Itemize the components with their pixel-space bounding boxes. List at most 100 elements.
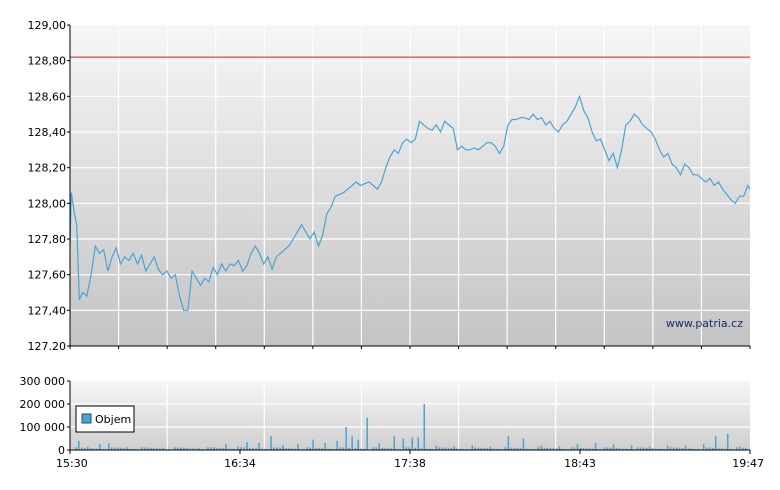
legend-box <box>75 405 135 433</box>
volume-legend: Objem <box>75 405 135 433</box>
volume-bar <box>390 448 392 450</box>
volume-bar <box>129 448 131 450</box>
volume-bar <box>480 447 483 450</box>
volume-bar <box>111 447 113 450</box>
volume-bar <box>282 445 284 450</box>
volume-bar <box>90 448 92 450</box>
volume-bar <box>543 447 546 450</box>
volume-bar <box>483 448 486 450</box>
volume-bar <box>237 446 239 450</box>
volume-bar <box>243 447 245 450</box>
volume-bar <box>156 448 158 450</box>
volume-bar <box>189 448 191 450</box>
volume-bar <box>735 447 738 450</box>
volume-axis: 300 000 200 000 100 000 015:30 16:34 17:38 18:… <box>20 375 765 470</box>
volume-bar <box>516 448 519 450</box>
volume-bar <box>117 447 119 450</box>
volume-bar <box>153 448 155 450</box>
volume-bar <box>705 447 708 450</box>
volume-bar <box>381 447 383 450</box>
x-tick-label: 15:30 <box>56 457 88 470</box>
volume-bar <box>252 448 254 450</box>
volume-bar <box>126 447 128 450</box>
volume-bar <box>339 447 341 450</box>
legend-swatch <box>81 413 92 424</box>
volume-bar <box>438 447 441 450</box>
volume-bar <box>618 448 621 450</box>
volume-bar <box>513 447 516 450</box>
volume-bar <box>525 448 528 450</box>
volume-bar <box>546 447 549 450</box>
price-y-tick-label: 128,80 <box>28 55 67 68</box>
volume-bar <box>723 448 726 450</box>
volume-bar <box>330 448 332 450</box>
volume-bar <box>186 448 188 450</box>
volume-bar <box>309 447 311 450</box>
volume-bar <box>183 447 185 450</box>
volume-bar <box>336 440 338 450</box>
volume-bar <box>621 448 624 450</box>
volume-y-tick-label: 200 000 <box>20 398 66 411</box>
volume-bar <box>456 448 459 450</box>
volume-bar <box>372 447 374 450</box>
volume-bar <box>720 448 723 450</box>
volume-bar <box>537 447 540 450</box>
volume-bar <box>225 444 227 450</box>
volume-grid <box>70 381 750 450</box>
volume-bar <box>570 447 573 450</box>
x-tick-label: 17:38 <box>394 457 426 470</box>
volume-bar <box>87 446 89 450</box>
volume-bar <box>120 448 122 450</box>
volume-bar <box>693 448 696 450</box>
volume-bar <box>573 447 576 450</box>
volume-bar <box>174 447 176 450</box>
volume-bar <box>291 448 293 450</box>
volume-bar <box>312 439 314 450</box>
volume-bar <box>75 447 77 450</box>
volume-bar <box>492 448 495 450</box>
price-grid <box>70 25 750 346</box>
volume-bar <box>675 447 678 450</box>
volume-bar <box>540 445 543 450</box>
price-y-tick-label: 127.20 <box>28 340 67 353</box>
volume-plot-background <box>70 381 750 450</box>
volume-bar <box>471 445 474 450</box>
volume-bar <box>447 447 450 450</box>
watermark: www.patria.cz <box>666 317 743 330</box>
volume-bar <box>636 447 639 450</box>
volume-bar <box>270 436 272 450</box>
volume-bar <box>264 448 266 450</box>
volume-y-tick-label: 100 000 <box>20 421 66 434</box>
volume-bar <box>609 447 612 450</box>
volume-bar <box>273 447 275 450</box>
volume-bar <box>285 448 287 450</box>
volume-bar <box>666 445 669 450</box>
volume-bar <box>165 448 167 450</box>
volume-bar <box>306 447 308 450</box>
volume-bar <box>258 443 260 450</box>
volume-bar <box>198 448 200 450</box>
volume-bar <box>561 448 564 450</box>
volume-bar <box>417 437 420 450</box>
volume-bar <box>594 443 597 450</box>
volume-bar <box>414 447 417 450</box>
volume-bar <box>678 447 681 450</box>
volume-bar <box>375 447 377 450</box>
volume-bar <box>261 448 263 450</box>
volume-bar <box>435 445 438 450</box>
volume-bar <box>351 436 353 450</box>
volume-bar <box>393 436 395 450</box>
volume-bar <box>255 448 257 450</box>
volume-bar <box>348 447 350 450</box>
volume-bar <box>366 417 368 450</box>
volume-bar <box>210 447 212 450</box>
x-tick-label: 19:47 <box>732 457 764 470</box>
volume-bar <box>141 447 143 450</box>
x-tick-label: 18:43 <box>564 457 596 470</box>
volume-bar <box>363 448 365 450</box>
volume-bar <box>342 447 344 450</box>
volume-bar <box>627 448 630 450</box>
volume-bar <box>228 448 230 450</box>
volume-bar <box>624 448 627 450</box>
